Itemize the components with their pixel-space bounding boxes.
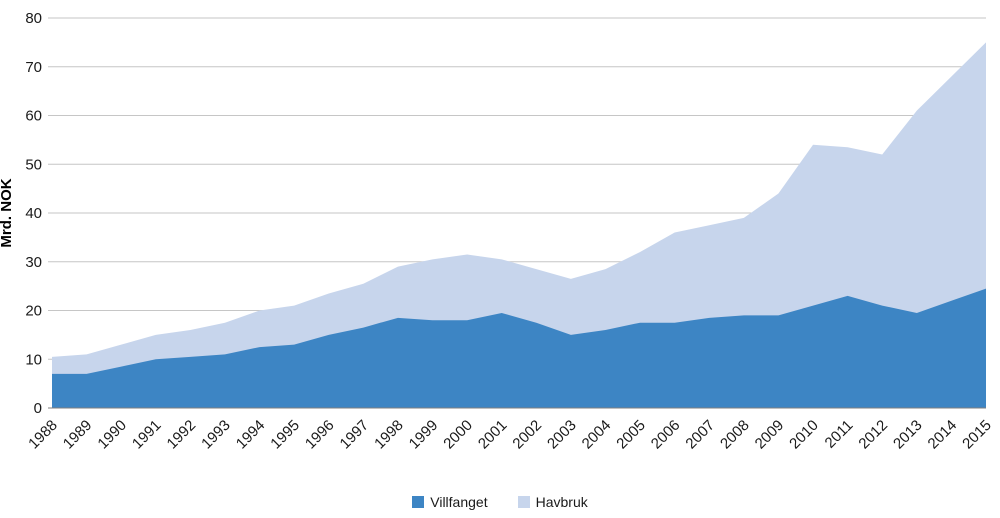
- x-tick-label: 2010: [786, 417, 822, 453]
- y-tick-label: 10: [25, 351, 42, 368]
- x-tick-label: 1996: [302, 417, 338, 453]
- x-tick-label: 1992: [164, 417, 200, 453]
- x-tick-label: 1994: [233, 417, 269, 453]
- x-tick-label: 2012: [855, 417, 891, 453]
- x-tick-label: 2013: [890, 417, 926, 453]
- legend-label-havbruk: Havbruk: [535, 494, 588, 510]
- x-tick-label: 2004: [579, 417, 615, 453]
- y-tick-label: 70: [25, 59, 42, 76]
- y-tick-label: 40: [25, 205, 42, 222]
- x-tick-label: 2011: [822, 417, 857, 452]
- y-tick-label: 50: [25, 156, 42, 173]
- x-tick-label: 2002: [510, 417, 546, 453]
- y-tick-label: 0: [34, 400, 42, 417]
- legend-item-villfanget: Villfanget: [412, 494, 488, 510]
- x-tick-label: 1989: [60, 417, 96, 453]
- x-tick-label: 2006: [648, 417, 684, 453]
- x-tick-label: 2008: [717, 417, 753, 453]
- legend-label-villfanget: Villfanget: [430, 494, 488, 510]
- x-tick-label: 2007: [682, 417, 718, 453]
- x-tick-label: 1993: [198, 417, 234, 453]
- x-tick-label: 1988: [25, 417, 61, 453]
- x-tick-label: 2005: [613, 417, 649, 453]
- x-tick-label: 1995: [267, 417, 303, 453]
- x-tick-label: 1998: [371, 417, 407, 453]
- x-tick-label: 2003: [544, 417, 580, 453]
- x-tick-label: 1999: [406, 417, 442, 453]
- y-tick-label: 80: [25, 10, 42, 27]
- x-tick-label: 2014: [925, 417, 961, 453]
- x-tick-label: 1997: [337, 417, 373, 453]
- villfanget-swatch-icon: [412, 496, 425, 508]
- y-tick-label: 60: [25, 108, 42, 125]
- havbruk-swatch-icon: [517, 496, 530, 508]
- legend-item-havbruk: Havbruk: [517, 494, 588, 510]
- y-tick-label: 30: [25, 254, 42, 271]
- villfanget-area: [52, 288, 986, 408]
- x-tick-label: 2009: [752, 417, 788, 453]
- x-tick-label: 2001: [475, 417, 511, 453]
- x-tick-label: 2015: [959, 417, 995, 453]
- y-tick-label: 20: [25, 303, 42, 320]
- x-tick-label: 2000: [440, 417, 476, 453]
- chart-legend: Villfanget Havbruk: [0, 494, 1000, 510]
- x-tick-label: 1990: [94, 417, 130, 453]
- x-tick-label: 1991: [129, 417, 165, 453]
